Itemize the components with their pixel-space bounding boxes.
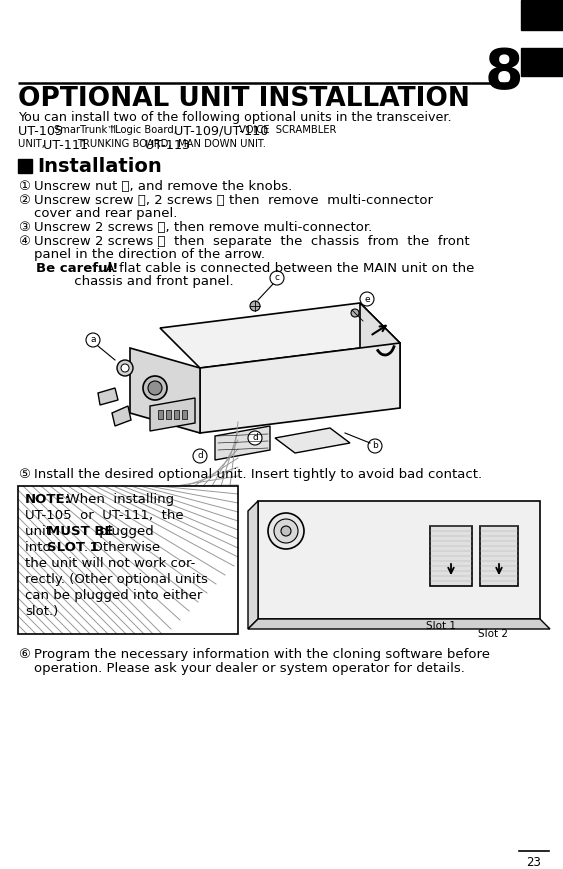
Text: Program the necessary information with the cloning software before: Program the necessary information with t… — [34, 648, 490, 661]
Text: the unit will not work cor-: the unit will not work cor- — [25, 557, 195, 570]
Text: ③: ③ — [18, 221, 30, 234]
Text: UT-111: UT-111 — [43, 139, 92, 152]
Text: can be plugged into either: can be plugged into either — [25, 589, 202, 602]
Polygon shape — [248, 501, 258, 629]
Text: Unscrew 2 screws Ⓔ  then  separate  the  chassis  from  the  front: Unscrew 2 screws Ⓔ then separate the cha… — [34, 235, 470, 248]
Circle shape — [268, 513, 304, 549]
Text: d: d — [252, 434, 258, 442]
Text: unit: unit — [25, 525, 55, 538]
Text: b: b — [372, 441, 378, 450]
Text: ⑥: ⑥ — [18, 648, 30, 661]
Text: Slot 2: Slot 2 — [478, 629, 508, 639]
Text: You can install two of the following optional units in the transceiver.: You can install two of the following opt… — [18, 111, 452, 124]
Polygon shape — [130, 348, 200, 433]
Text: 8: 8 — [485, 46, 524, 100]
Circle shape — [121, 364, 129, 372]
Text: ™: ™ — [107, 125, 115, 134]
Text: a: a — [90, 335, 96, 344]
Circle shape — [274, 519, 298, 543]
Circle shape — [248, 431, 262, 445]
Polygon shape — [275, 428, 350, 453]
Text: SLOT 1: SLOT 1 — [47, 541, 99, 554]
Text: ⑤: ⑤ — [18, 468, 30, 481]
Polygon shape — [248, 619, 550, 629]
Text: UT-113: UT-113 — [145, 139, 194, 152]
Bar — [521, 0, 563, 30]
Text: Logic Board,: Logic Board, — [112, 125, 177, 135]
Bar — [480, 526, 518, 586]
Text: VOICE  SCRAMBLER: VOICE SCRAMBLER — [239, 125, 336, 135]
Bar — [182, 410, 187, 419]
Polygon shape — [150, 398, 195, 431]
Text: Be careful!: Be careful! — [36, 262, 118, 275]
Text: d: d — [197, 452, 203, 461]
Text: c: c — [275, 274, 279, 282]
Polygon shape — [258, 501, 540, 619]
Text: e: e — [364, 295, 370, 303]
Polygon shape — [200, 343, 400, 433]
Text: chassis and front panel.: chassis and front panel. — [36, 275, 234, 288]
Polygon shape — [98, 388, 118, 405]
Text: ②: ② — [18, 194, 30, 207]
Text: operation. Please ask your dealer or system operator for details.: operation. Please ask your dealer or sys… — [34, 662, 465, 675]
Circle shape — [281, 526, 291, 536]
Circle shape — [368, 439, 382, 453]
Circle shape — [117, 360, 133, 376]
Bar — [18, 486, 238, 634]
Text: SmarTrunk II: SmarTrunk II — [54, 125, 116, 135]
Bar — [521, 48, 563, 76]
Bar — [166, 410, 171, 419]
Text: UT-105  or  UT-111,  the: UT-105 or UT-111, the — [25, 509, 184, 522]
Text: Unscrew screw Ⓑ, 2 screws Ⓒ then  remove  multi-connector: Unscrew screw Ⓑ, 2 screws Ⓒ then remove … — [34, 194, 433, 207]
Text: OPTIONAL UNIT INSTALLATION: OPTIONAL UNIT INSTALLATION — [18, 86, 470, 112]
Bar — [430, 526, 472, 586]
Text: ④: ④ — [18, 235, 30, 248]
Bar — [158, 410, 163, 419]
Text: Unscrew nut Ⓐ, and remove the knobs.: Unscrew nut Ⓐ, and remove the knobs. — [34, 180, 292, 193]
Polygon shape — [160, 303, 400, 368]
Circle shape — [143, 376, 167, 400]
Circle shape — [86, 333, 100, 347]
Circle shape — [270, 271, 284, 285]
Text: MUST BE: MUST BE — [47, 525, 113, 538]
Circle shape — [351, 309, 359, 317]
Text: panel in the direction of the arrow.: panel in the direction of the arrow. — [34, 248, 265, 261]
Bar — [174, 410, 179, 419]
Text: UT-109/UT-110: UT-109/UT-110 — [166, 125, 272, 138]
Text: cover and rear panel.: cover and rear panel. — [34, 207, 177, 220]
Circle shape — [148, 381, 162, 395]
Text: UT-105: UT-105 — [18, 125, 67, 138]
Text: TRUNKING BOARD,: TRUNKING BOARD, — [77, 139, 175, 149]
Text: rectly. (Other optional units: rectly. (Other optional units — [25, 573, 208, 586]
Text: Installation: Installation — [37, 157, 162, 176]
Circle shape — [193, 449, 207, 463]
Circle shape — [250, 301, 260, 311]
Text: plugged: plugged — [95, 525, 154, 538]
Polygon shape — [112, 406, 131, 426]
Text: . Otherwise: . Otherwise — [84, 541, 160, 554]
Text: Slot 1: Slot 1 — [426, 621, 456, 631]
Text: MAN DOWN UNIT.: MAN DOWN UNIT. — [178, 139, 266, 149]
Text: into: into — [25, 541, 55, 554]
Text: Install the desired optional unit. Insert tightly to avoid bad contact.: Install the desired optional unit. Inser… — [34, 468, 482, 481]
Text: slot.): slot.) — [25, 605, 58, 618]
Circle shape — [360, 292, 374, 306]
Text: When  installing: When installing — [58, 493, 174, 506]
Text: Unscrew 2 screws Ⓓ, then remove multi-connector.: Unscrew 2 screws Ⓓ, then remove multi-co… — [34, 221, 372, 234]
Text: ①: ① — [18, 180, 30, 193]
Bar — [18, 159, 32, 173]
Text: NOTE:: NOTE: — [25, 493, 71, 506]
Polygon shape — [360, 303, 400, 408]
Text: UNIT,: UNIT, — [18, 139, 48, 149]
Polygon shape — [215, 426, 270, 460]
Text: : A flat cable is connected between the MAIN unit on the: : A flat cable is connected between the … — [97, 262, 475, 275]
Text: 23: 23 — [526, 856, 542, 869]
